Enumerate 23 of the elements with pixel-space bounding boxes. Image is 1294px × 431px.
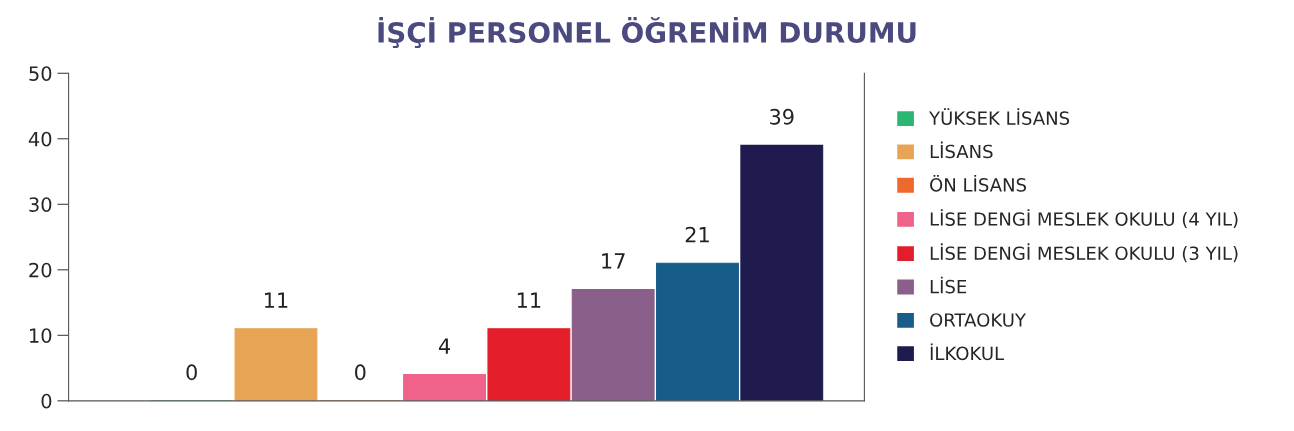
data-label: 11 bbox=[517, 292, 541, 308]
legend-label: LİSE bbox=[930, 276, 967, 294]
legend-label: YÜKSEK LİSANS bbox=[929, 108, 1070, 125]
legend-label: LİSE DENGİ MESLEK OKULU (3 YIL) bbox=[930, 243, 1238, 263]
y-tick-label: 40 bbox=[28, 131, 52, 147]
y-tick-label: 10 bbox=[30, 328, 52, 343]
chart-title: İŞÇİ PERSONEL ÖĞRENİM DURUMU bbox=[378, 16, 916, 49]
y-tick-label: 0 bbox=[41, 393, 52, 409]
legend-label: LİSE DENGİ MESLEK OKULU (4 YIL) bbox=[930, 209, 1238, 228]
y-tick-label: 30 bbox=[29, 197, 52, 212]
data-label: 21 bbox=[685, 226, 709, 243]
y-tick-label: 20 bbox=[29, 262, 52, 278]
data-label: 0 bbox=[186, 364, 197, 381]
data-label: 4 bbox=[438, 338, 451, 354]
legend-label: ÖN LİSANS bbox=[930, 174, 1027, 192]
data-label: 17 bbox=[602, 253, 625, 269]
legend-label: LİSANS bbox=[930, 141, 993, 159]
y-tick-label: 50 bbox=[29, 66, 52, 81]
data-label: 39 bbox=[770, 108, 794, 125]
legend-label: İLKOKUL bbox=[930, 343, 1005, 361]
data-label: 11 bbox=[265, 292, 288, 308]
data-label: 0 bbox=[355, 364, 366, 381]
legend-label: ORTAOKUY bbox=[930, 313, 1027, 327]
